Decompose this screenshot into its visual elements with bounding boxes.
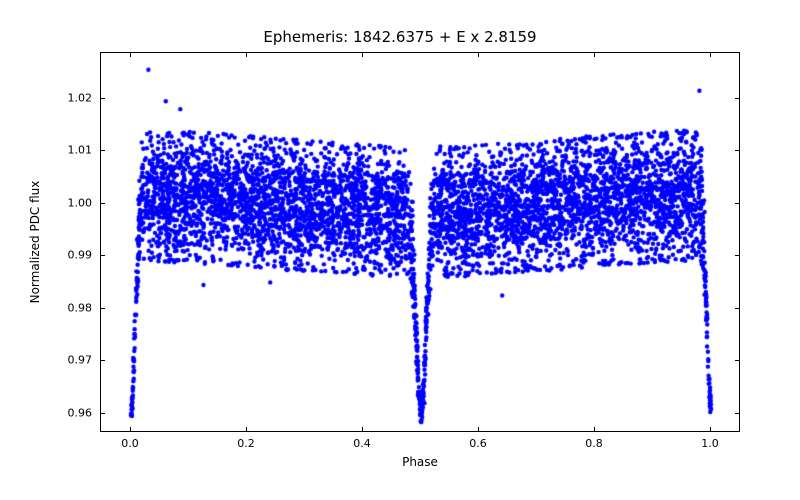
x-tick-mark	[594, 427, 595, 431]
x-tick-mark	[710, 53, 711, 57]
y-tick-label: 0.97	[52, 354, 92, 367]
y-tick-mark	[735, 98, 739, 99]
chart-title: Ephemeris: 1842.6375 + E x 2.8159	[0, 28, 800, 46]
x-tick-mark	[130, 53, 131, 57]
y-tick-mark	[735, 255, 739, 256]
figure-container: Ephemeris: 1842.6375 + E x 2.8159 Normal…	[0, 0, 800, 500]
y-tick-mark	[735, 203, 739, 204]
y-tick-mark	[735, 413, 739, 414]
x-tick-mark	[362, 53, 363, 57]
x-axis-label: Phase	[100, 455, 740, 469]
x-tick-label: 0.6	[469, 437, 487, 450]
x-tick-label: 0.4	[353, 437, 371, 450]
x-tick-mark	[362, 427, 363, 431]
x-tick-mark	[246, 53, 247, 57]
y-tick-mark	[101, 150, 105, 151]
x-tick-label: 0.0	[121, 437, 139, 450]
y-tick-label: 0.96	[52, 406, 92, 419]
x-tick-mark	[478, 53, 479, 57]
x-tick-mark	[478, 427, 479, 431]
y-tick-label: 1.00	[52, 196, 92, 209]
y-tick-mark	[735, 150, 739, 151]
y-tick-label: 1.02	[52, 91, 92, 104]
x-tick-mark	[710, 427, 711, 431]
y-tick-mark	[101, 360, 105, 361]
plot-area	[100, 52, 740, 432]
x-tick-mark	[594, 53, 595, 57]
x-tick-mark	[246, 427, 247, 431]
scatter-canvas	[102, 54, 740, 432]
y-tick-mark	[101, 98, 105, 99]
x-tick-label: 1.0	[701, 437, 719, 450]
y-tick-label: 1.01	[52, 144, 92, 157]
y-tick-mark	[735, 308, 739, 309]
x-tick-label: 0.2	[237, 437, 255, 450]
y-tick-label: 0.98	[52, 301, 92, 314]
y-tick-mark	[101, 203, 105, 204]
y-tick-mark	[735, 360, 739, 361]
y-tick-mark	[101, 413, 105, 414]
y-tick-mark	[101, 255, 105, 256]
y-axis-label: Normalized PDC flux	[28, 181, 42, 304]
y-tick-label: 0.99	[52, 249, 92, 262]
x-tick-mark	[130, 427, 131, 431]
y-tick-mark	[101, 308, 105, 309]
x-tick-label: 0.8	[585, 437, 603, 450]
